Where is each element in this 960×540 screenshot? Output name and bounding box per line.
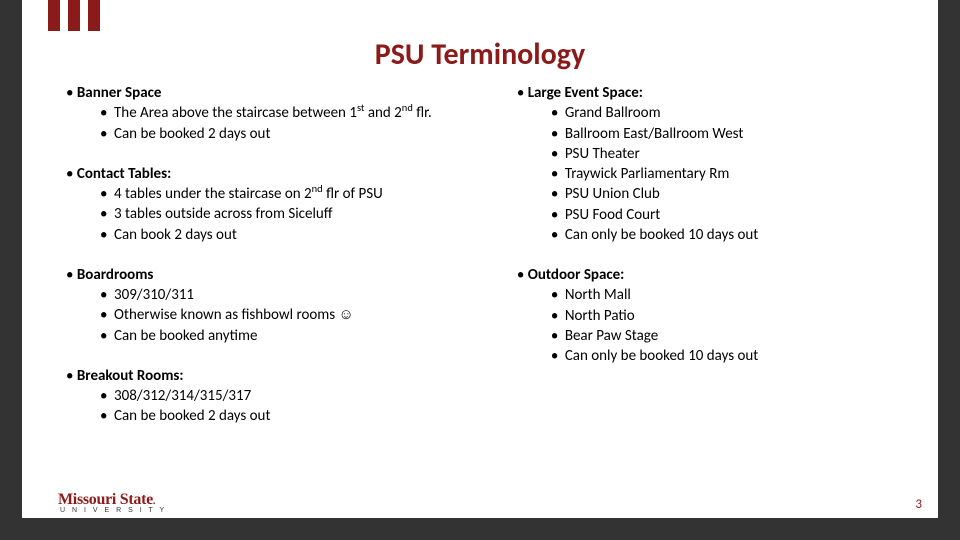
list-item: North Mall (565, 285, 900, 305)
columns: Banner SpaceThe Area above the staircase… (22, 83, 938, 447)
list-item: 3 tables outside across from Siceluff (114, 204, 517, 224)
list-item: 308/312/314/315/317 (114, 386, 517, 406)
list-item: PSU Food Court (565, 205, 900, 225)
accent-bars (48, 0, 100, 31)
logo-subtext: U N I V E R S I T Y (60, 507, 167, 514)
list-item: Bear Paw Stage (565, 326, 900, 346)
section-heading: Outdoor Space: (531, 265, 900, 285)
list-item: Ballroom East/Ballroom West (565, 124, 900, 144)
logo-text: Missouri State (58, 491, 153, 508)
section-list: 4 tables under the staircase on 2nd flr … (80, 184, 517, 245)
slide: PSU Terminology Banner SpaceThe Area abo… (0, 0, 960, 540)
list-item: Traywick Parliamentary Rm (565, 164, 900, 184)
footer-logo: Missouri State. U N I V E R S I T Y (58, 490, 167, 514)
list-item: Can only be booked 10 days out (565, 346, 900, 366)
section: Breakout Rooms:308/312/314/315/317Can be… (66, 366, 517, 427)
list-item: PSU Theater (565, 144, 900, 164)
accent-bar (88, 0, 100, 31)
left-column: Banner SpaceThe Area above the staircase… (66, 83, 517, 447)
page-number: 3 (915, 497, 922, 512)
list-item: Grand Ballroom (565, 103, 900, 123)
list-item: Can only be booked 10 days out (565, 225, 900, 245)
list-item: 4 tables under the staircase on 2nd flr … (114, 184, 517, 204)
accent-bar (68, 0, 80, 31)
section-list: North MallNorth PatioBear Paw StageCan o… (531, 285, 900, 366)
list-item: PSU Union Club (565, 184, 900, 204)
list-item: The Area above the staircase between 1st… (114, 103, 517, 123)
accent-bar (48, 0, 60, 31)
list-item: 309/310/311 (114, 285, 517, 305)
list-item: Can be booked 2 days out (114, 406, 517, 426)
section-heading: Boardrooms (80, 265, 517, 285)
list-item: Otherwise known as fishbowl rooms ☺ (114, 305, 517, 325)
list-item: Can book 2 days out (114, 225, 517, 245)
list-item: Can be booked 2 days out (114, 124, 517, 144)
right-column: Large Event Space:Grand BallroomBallroom… (517, 83, 900, 447)
section: Banner SpaceThe Area above the staircase… (66, 83, 517, 144)
section: Contact Tables:4 tables under the stairc… (66, 164, 517, 245)
list-item: North Patio (565, 306, 900, 326)
section-heading: Breakout Rooms: (80, 366, 517, 386)
page-title: PSU Terminology (22, 0, 938, 83)
section: Outdoor Space:North MallNorth PatioBear … (517, 265, 900, 366)
section: Large Event Space:Grand BallroomBallroom… (517, 83, 900, 245)
section-heading: Large Event Space: (531, 83, 900, 103)
list-item: Can be booked anytime (114, 326, 517, 346)
section-list: Grand BallroomBallroom East/Ballroom Wes… (531, 103, 900, 245)
section: Boardrooms309/310/311Otherwise known as … (66, 265, 517, 346)
section-heading: Contact Tables: (80, 164, 517, 184)
section-list: 309/310/311Otherwise known as fishbowl r… (80, 285, 517, 346)
section-list: 308/312/314/315/317Can be booked 2 days … (80, 386, 517, 427)
section-list: The Area above the staircase between 1st… (80, 103, 517, 144)
section-heading: Banner Space (80, 83, 517, 103)
